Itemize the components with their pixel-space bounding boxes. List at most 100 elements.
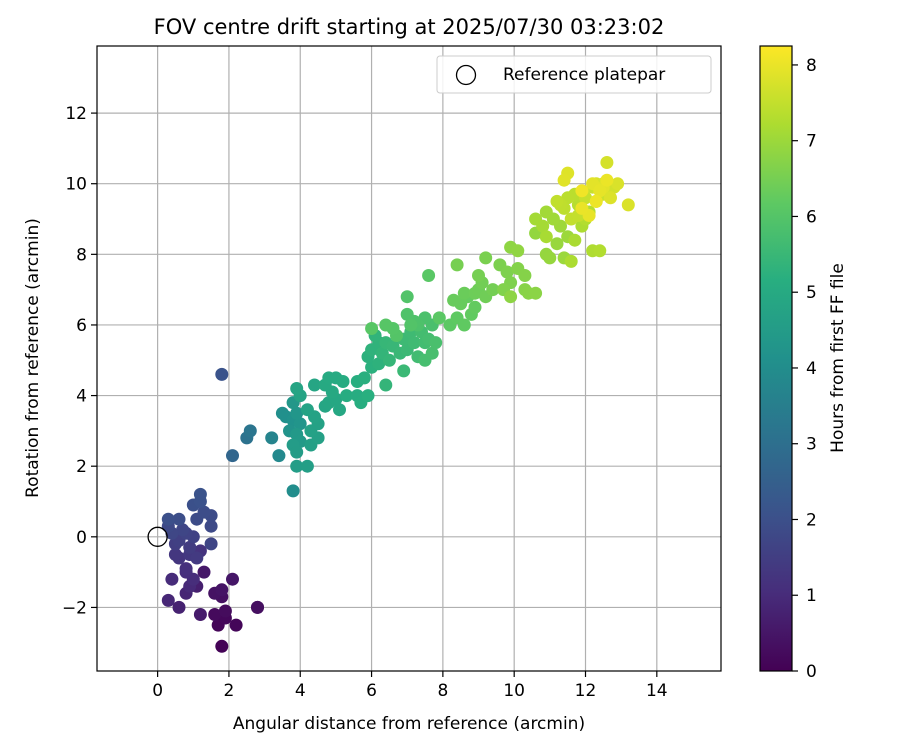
- data-point: [190, 551, 204, 565]
- data-point: [425, 346, 439, 360]
- data-point: [457, 286, 471, 300]
- data-point: [447, 293, 461, 307]
- data-point: [340, 389, 354, 403]
- data-point: [432, 311, 446, 325]
- legend-box: [436, 55, 712, 94]
- data-point: [407, 336, 421, 350]
- data-point: [197, 565, 211, 579]
- data-point: [543, 251, 557, 265]
- data-point: [290, 406, 304, 420]
- data-point: [229, 618, 243, 632]
- data-point: [611, 177, 625, 191]
- legend: Reference platepar: [436, 55, 712, 94]
- data-point: [290, 459, 304, 473]
- data-point: [204, 537, 218, 551]
- data-point: [557, 173, 571, 187]
- data-point: [511, 244, 525, 258]
- data-point: [333, 403, 346, 417]
- data-point: [600, 173, 614, 187]
- x-axis-ticks: 0 2 4 6 8 10 12 14: [152, 671, 668, 701]
- x-tick-label: 14: [646, 681, 668, 701]
- colorbar: 0 1 2 3 4 5 6 7 8 Hours from first FF file: [759, 45, 848, 682]
- data-point: [457, 318, 471, 332]
- y-tick-label: 2: [76, 457, 87, 477]
- data-point: [226, 572, 239, 586]
- data-point: [290, 445, 304, 459]
- data-point: [215, 639, 229, 653]
- colorbar-gradient: [759, 45, 793, 672]
- data-point: [575, 201, 589, 215]
- data-point: [550, 237, 564, 251]
- data-point: [564, 254, 578, 268]
- x-tick-label: 12: [575, 681, 597, 701]
- data-point: [450, 258, 464, 272]
- data-point: [422, 269, 436, 282]
- colorbar-tick-label: 1: [806, 586, 817, 606]
- y-tick-label: 10: [65, 175, 87, 195]
- y-axis-label: Rotation from reference (arcmin): [23, 218, 43, 498]
- data-point: [472, 269, 485, 282]
- colorbar-tick-label: 0: [806, 662, 817, 682]
- data-points: [161, 156, 635, 653]
- y-tick-label: −2: [62, 598, 87, 618]
- data-point: [215, 583, 229, 597]
- data-point: [529, 286, 543, 300]
- data-point: [193, 487, 207, 501]
- colorbar-tick-label: 3: [806, 435, 817, 455]
- data-point: [179, 562, 193, 576]
- data-point: [361, 389, 375, 403]
- data-point: [468, 300, 482, 314]
- data-point: [365, 322, 379, 335]
- colorbar-tick-label: 4: [806, 359, 817, 379]
- y-tick-label: 0: [76, 528, 87, 548]
- data-point: [193, 608, 207, 621]
- data-point: [568, 233, 582, 247]
- colorbar-tick-label: 7: [806, 132, 817, 152]
- colorbar-tick-label: 5: [806, 283, 817, 303]
- colorbar-ticks: 0 1 2 3 4 5 6 7 8: [792, 56, 817, 682]
- data-point: [500, 265, 514, 279]
- data-point: [272, 449, 286, 463]
- x-tick-label: 4: [295, 681, 306, 701]
- data-point: [215, 367, 229, 381]
- y-axis-ticks: −2 0 2 4 6 8 10 12: [62, 104, 97, 618]
- x-tick-label: 6: [366, 681, 377, 701]
- colorbar-label: Hours from first FF file: [828, 263, 848, 453]
- data-point: [204, 519, 218, 533]
- colorbar-tick-label: 8: [806, 56, 817, 76]
- data-point: [382, 353, 396, 367]
- grid-lines: [97, 46, 721, 671]
- x-tick-label: 0: [152, 681, 163, 701]
- data-point: [218, 604, 232, 618]
- data-point: [404, 318, 418, 332]
- data-point: [300, 403, 314, 417]
- data-point: [539, 230, 553, 244]
- data-point: [400, 290, 414, 304]
- x-tick-label: 2: [224, 681, 235, 701]
- data-point: [589, 194, 603, 208]
- data-point: [372, 357, 386, 371]
- data-point: [593, 244, 607, 258]
- x-tick-label: 8: [437, 681, 448, 701]
- data-point: [172, 512, 186, 526]
- data-point: [208, 608, 222, 621]
- data-point: [379, 378, 393, 392]
- data-point: [161, 512, 175, 526]
- data-point: [429, 336, 443, 350]
- data-point: [293, 417, 307, 431]
- colorbar-tick-label: 6: [806, 207, 817, 227]
- data-point: [357, 371, 371, 385]
- data-point: [539, 205, 553, 219]
- y-tick-label: 12: [65, 104, 87, 124]
- legend-label: Reference platepar: [503, 65, 665, 85]
- data-point: [550, 194, 564, 208]
- data-point: [243, 424, 257, 438]
- legend-marker-icon: [455, 64, 477, 86]
- data-point: [486, 283, 500, 297]
- data-point: [575, 184, 589, 198]
- data-point: [621, 198, 635, 212]
- data-point: [290, 382, 304, 395]
- data-point: [165, 572, 179, 586]
- data-point: [197, 505, 211, 519]
